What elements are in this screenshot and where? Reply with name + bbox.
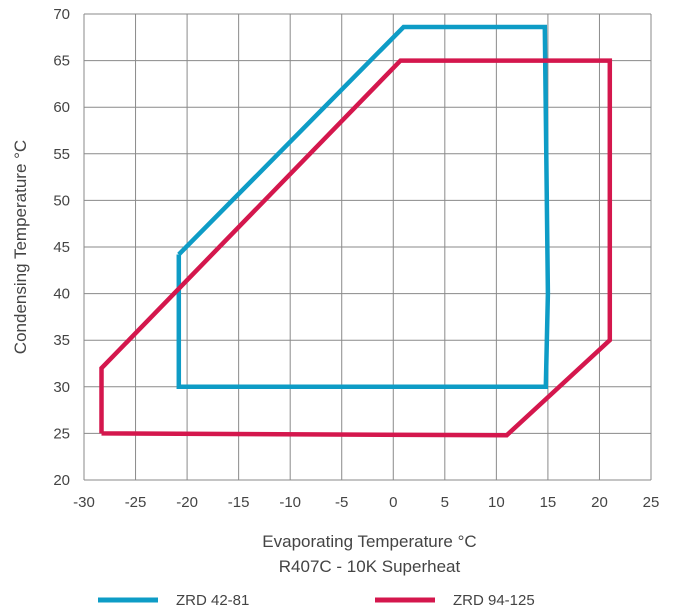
x-tick-label: 5 — [441, 494, 449, 511]
y-tick-label: 40 — [53, 286, 70, 303]
x-tick-label: 25 — [643, 494, 660, 511]
y-tick-label: 70 — [53, 6, 70, 23]
x-tick-label: -15 — [228, 494, 250, 511]
x-tick-label: -30 — [73, 494, 95, 511]
grid — [83, 13, 652, 481]
legend: ZRD 42-81 ZRD 94-125 — [98, 592, 535, 609]
x-tick-label: 0 — [389, 494, 397, 511]
series-line-2 — [99, 58, 613, 438]
legend-label-1: ZRD 42-81 — [176, 592, 249, 609]
x-tick-label: 15 — [540, 494, 557, 511]
chart-subtitle: R407C - 10K Superheat — [279, 557, 461, 576]
y-axis-title: Condensing Temperature °C — [11, 140, 30, 354]
y-tick-label: 30 — [53, 379, 70, 396]
y-tick-label: 35 — [53, 332, 70, 349]
y-tick-label: 65 — [53, 53, 70, 70]
x-axis-title: Evaporating Temperature °C — [262, 532, 476, 551]
x-tick-label: -25 — [125, 494, 147, 511]
x-tick-label: 10 — [488, 494, 505, 511]
x-tick-label: -10 — [279, 494, 301, 511]
series-layer — [99, 24, 613, 438]
x-tick-label: -20 — [176, 494, 198, 511]
y-tick-label: 50 — [53, 192, 70, 209]
x-tick-label: -5 — [335, 494, 348, 511]
x-tick-label: 20 — [591, 494, 608, 511]
y-tick-label: 25 — [53, 425, 70, 442]
y-tick-label: 45 — [53, 239, 70, 256]
tick-labels: -30 -25 -20 -15 -10 -5 0 5 10 15 20 25 20 25 30 35 40 45 5… — [53, 6, 659, 511]
y-tick-label: 55 — [53, 146, 70, 163]
y-tick-label: 20 — [53, 472, 70, 489]
series-line-1 — [176, 24, 551, 390]
y-tick-label: 60 — [53, 99, 70, 116]
legend-label-2: ZRD 94-125 — [453, 592, 535, 609]
